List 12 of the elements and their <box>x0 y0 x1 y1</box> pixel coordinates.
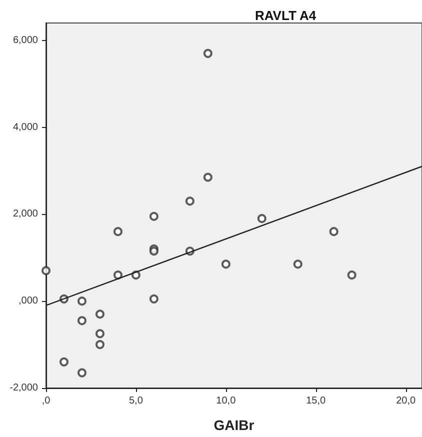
chart-title: RAVLT A4 <box>255 8 317 23</box>
y-tick-label: 4,000 <box>12 122 38 133</box>
y-tick-label: 6,000 <box>12 34 38 46</box>
y-tick-label: -2,000 <box>10 382 38 394</box>
x-tick-label: 20,0 <box>396 396 416 406</box>
x-tick-label: 10,0 <box>216 396 236 406</box>
x-axis-title: GAIBr <box>214 417 255 433</box>
x-tick-label: 15,0 <box>306 396 326 406</box>
y-tick-label: ,000 <box>18 296 38 307</box>
x-tick-label: 5,0 <box>129 396 144 406</box>
x-tick-label: ,0 <box>42 396 51 406</box>
y-tick-label: 2,000 <box>12 208 38 220</box>
